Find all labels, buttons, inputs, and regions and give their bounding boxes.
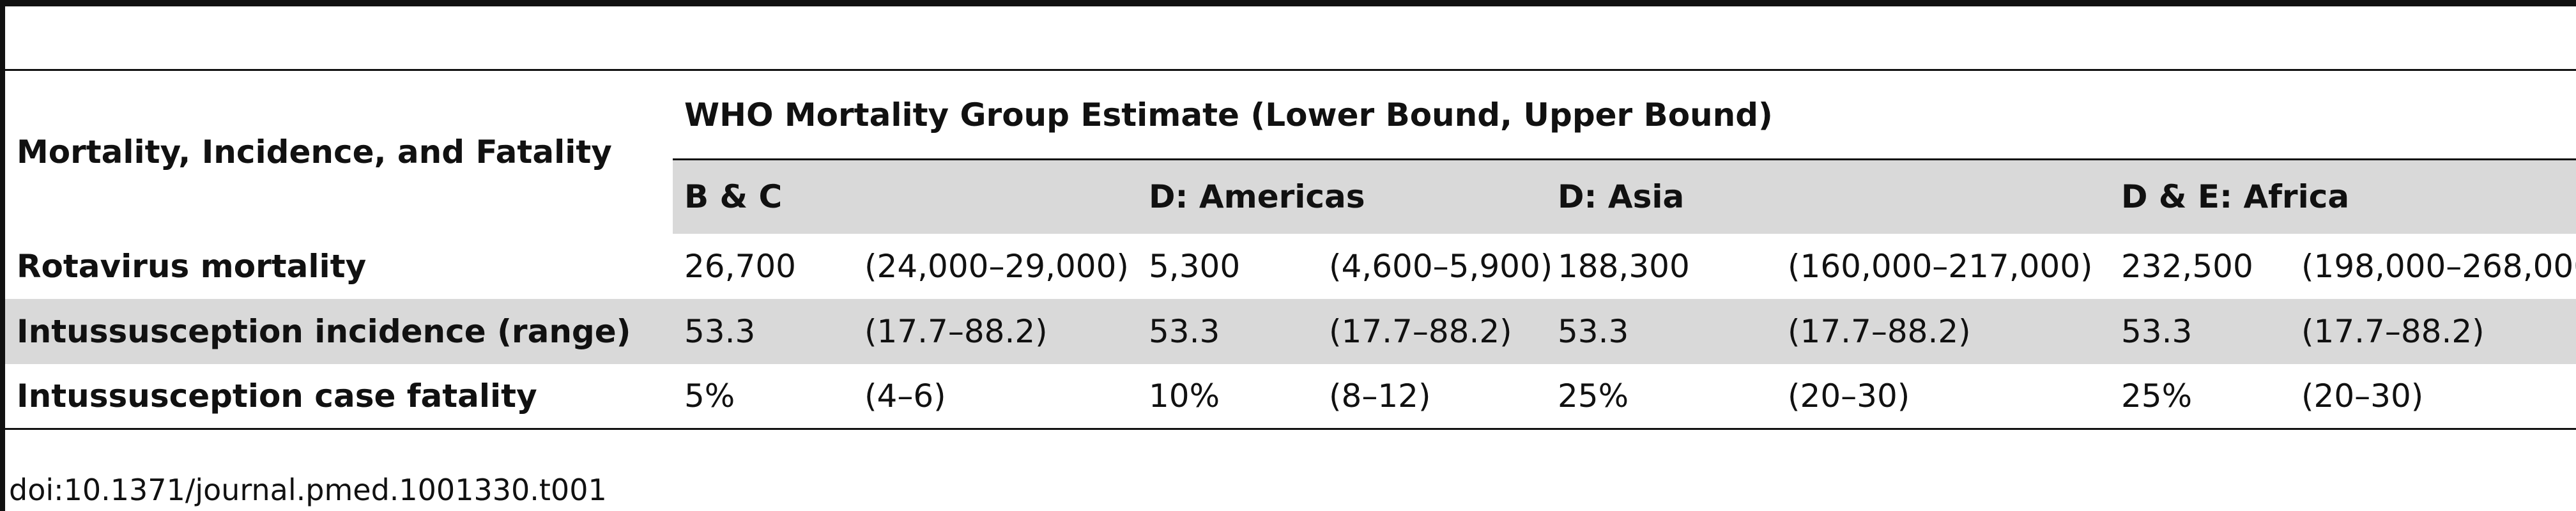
- table-cell: (8–12): [1317, 363, 1546, 430]
- table-cell: 53.3: [684, 312, 756, 350]
- row-label: Rotavirus mortality: [17, 247, 367, 285]
- region-header-d-asia: D: Asia: [1546, 158, 2110, 234]
- table-cell: (17.7–88.2): [1788, 312, 1971, 350]
- left-border: [0, 0, 5, 511]
- header-row-2: B & C D: Americas D: Asia D & E: Africa: [5, 158, 2576, 234]
- row-label: Intussusception case fatality: [5, 363, 673, 430]
- stub-header: Mortality, Incidence, and Fatality: [5, 69, 673, 234]
- table-cell: 53.3: [2121, 312, 2193, 350]
- table-cell: 25%: [2110, 363, 2290, 430]
- table-cell: (17.7–88.2): [1329, 312, 1512, 350]
- table-cell: (17.7–88.2): [864, 312, 1048, 350]
- table-cell: 188,300: [1558, 247, 1690, 285]
- row-label: Intussusception incidence (range): [17, 312, 631, 350]
- region-header-b-c: B & C: [673, 158, 1137, 234]
- region-header-d-americas: D: Americas: [1137, 158, 1546, 234]
- header-row-1: Mortality, Incidence, and Fatality WHO M…: [5, 69, 2576, 234]
- table-cell: 53.3: [1558, 312, 1629, 350]
- table-cell: (160,000–217,000): [1788, 247, 2093, 285]
- table-cell: 26,700: [684, 247, 796, 285]
- data-table-container: Mortality, Incidence, and Fatality WHO M…: [5, 69, 2576, 430]
- region-header-d-e-africa: D & E: Africa: [2110, 158, 2576, 234]
- table-cell: 25%: [1546, 363, 1776, 430]
- table-cell: (4–6): [853, 363, 1137, 430]
- table-row: Intussusception case fatality 5% (4–6) 1…: [5, 363, 2576, 430]
- table-cell: 5%: [673, 363, 853, 430]
- table-row: Intussusception incidence (range) 53.3 (…: [5, 298, 2576, 364]
- table-cell: 53.3: [1149, 312, 1220, 350]
- table-cell: 10%: [1137, 363, 1317, 430]
- table-row: Rotavirus mortality 26,700 (24,000–29,00…: [5, 234, 2576, 299]
- doi-footnote: doi:10.1371/journal.pmed.1001330.t001: [9, 473, 607, 507]
- data-table: Mortality, Incidence, and Fatality WHO M…: [5, 69, 2576, 430]
- table-cell: 5,300: [1149, 247, 1241, 285]
- table-cell: (17.7–88.2): [2301, 312, 2485, 350]
- table-cell: (20–30): [1776, 363, 2110, 430]
- group-header: WHO Mortality Group Estimate (Lower Boun…: [673, 69, 2576, 160]
- table-cell: (4,600–5,900): [1329, 247, 1553, 285]
- table-cell: (198,000–268,000): [2301, 247, 2576, 285]
- table-cell: 232,500: [2121, 247, 2253, 285]
- top-rule: [0, 0, 2576, 6]
- table-cell: (20–30): [2290, 363, 2576, 430]
- table-cell: (24,000–29,000): [864, 247, 1129, 285]
